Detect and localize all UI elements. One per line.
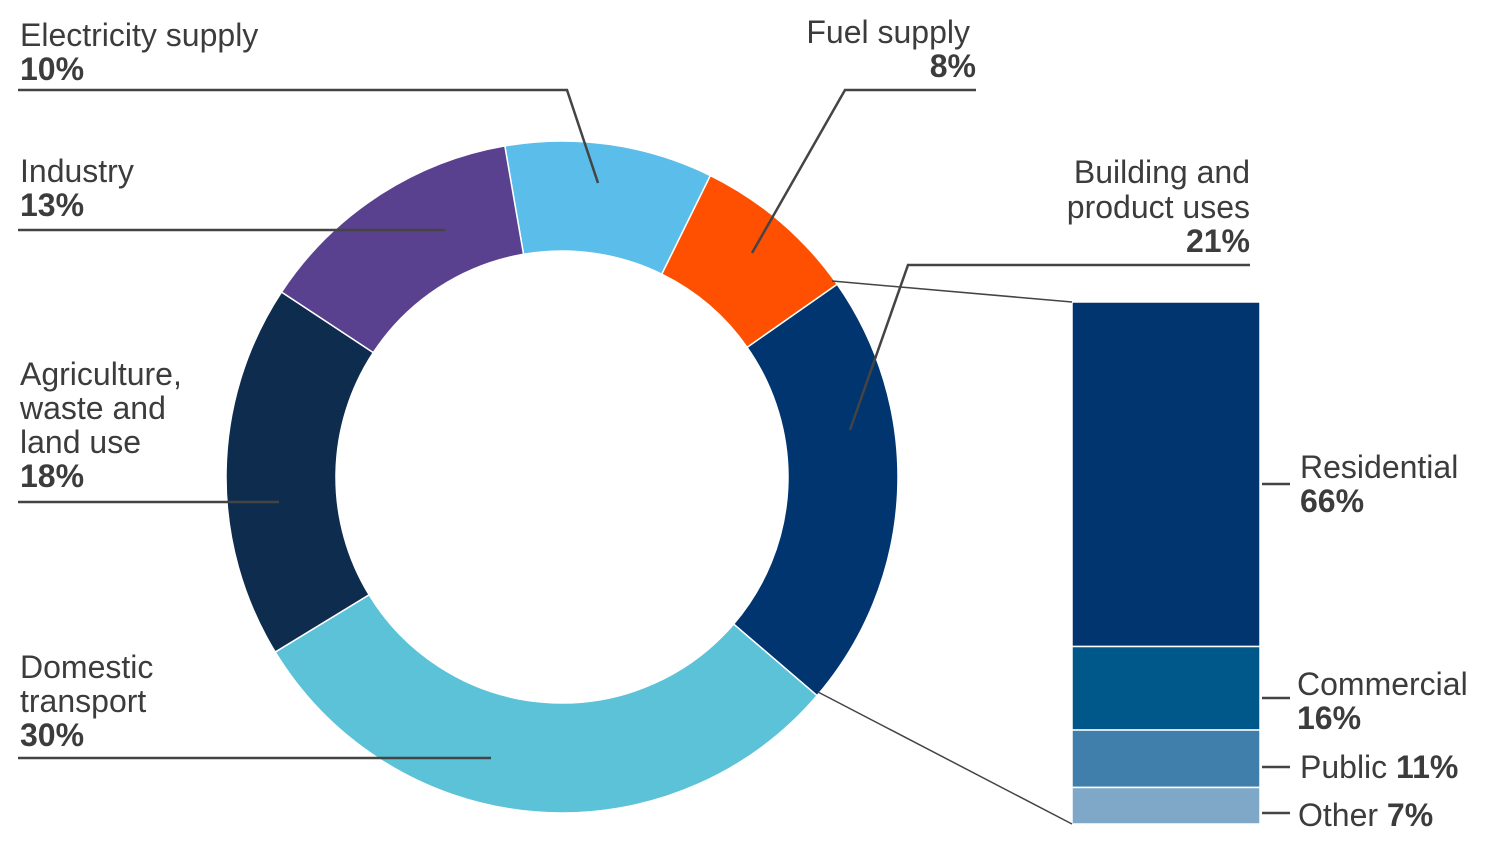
slice-building-and-product-uses (732, 283, 899, 697)
connector-bottom (817, 691, 1073, 825)
breakdown-labels: Residential 66% Commercial 16% Public 11… (1297, 449, 1468, 833)
value-fuel: 8% (930, 48, 976, 84)
slice-industry (280, 145, 525, 354)
label-transport-2: transport (20, 683, 146, 719)
value-public: 11% (1396, 749, 1458, 785)
slice-domestic-transport (274, 593, 819, 814)
value-commercial: 16% (1297, 700, 1361, 736)
segment-labels: Electricity supply 10% Fuel supply 8% Bu… (19, 14, 1250, 753)
value-building: 21% (1186, 223, 1250, 259)
bar-other (1071, 786, 1261, 825)
label-public-name: Public (1300, 749, 1387, 785)
leader-lines (18, 88, 1290, 825)
connector-top (831, 280, 1073, 303)
value-industry: 13% (20, 187, 84, 223)
value-electricity: 10% (20, 51, 84, 87)
donut-slices (225, 140, 899, 814)
value-agriculture: 18% (20, 458, 84, 494)
leader-building (848, 263, 1250, 431)
label-agriculture-3: land use (20, 424, 141, 460)
bar-residential (1071, 301, 1261, 648)
slice-agriculture-waste-and-land-use (225, 290, 375, 654)
value-transport: 30% (20, 717, 84, 753)
bar-commercial (1071, 645, 1261, 731)
label-electricity: Electricity supply (20, 17, 258, 53)
label-building-2: product uses (1067, 189, 1250, 225)
label-public: Public 11% (1300, 749, 1458, 785)
label-agriculture-2: waste and (19, 390, 166, 426)
label-agriculture-1: Agriculture, (20, 356, 182, 392)
bar-public (1071, 729, 1261, 789)
label-fuel: Fuel supply (806, 14, 970, 50)
breakdown-stacked-bar (1071, 301, 1261, 825)
label-building-1: Building and (1074, 154, 1250, 190)
label-industry: Industry (20, 153, 134, 189)
label-commercial: Commercial (1297, 666, 1468, 702)
leader-electricity (18, 88, 600, 184)
label-other-name: Other (1298, 797, 1378, 833)
label-residential: Residential (1300, 449, 1458, 485)
value-residential: 66% (1300, 483, 1364, 519)
label-transport-1: Domestic (20, 649, 153, 685)
leader-fuel (750, 88, 976, 254)
value-other: 7% (1387, 797, 1433, 833)
label-other: Other 7% (1298, 797, 1433, 833)
